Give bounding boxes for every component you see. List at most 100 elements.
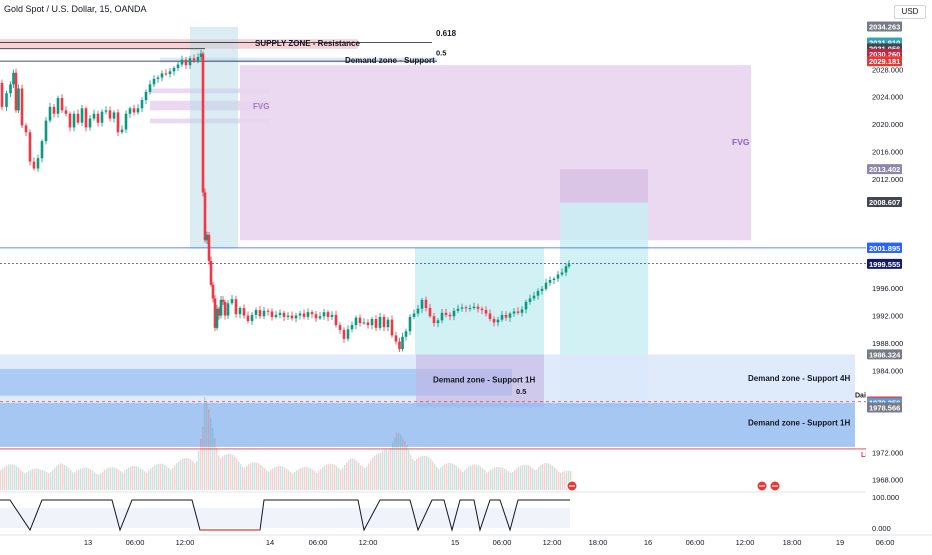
candle-body bbox=[366, 322, 370, 326]
volume-bar bbox=[528, 465, 530, 490]
volume-bar bbox=[494, 467, 496, 490]
volume-bar bbox=[358, 462, 360, 490]
volume-bar bbox=[424, 455, 426, 490]
candle-body bbox=[492, 318, 496, 323]
volume-bar bbox=[130, 466, 132, 490]
volume-bar bbox=[286, 468, 288, 490]
volume-bar bbox=[368, 463, 370, 490]
volume-bar bbox=[198, 450, 200, 490]
volume-bar bbox=[476, 464, 478, 490]
volume-bar bbox=[70, 469, 72, 490]
price-label-text: 1999.555 bbox=[869, 260, 900, 269]
volume-bar bbox=[502, 467, 504, 490]
price-label-box bbox=[867, 349, 902, 360]
volume-bar bbox=[226, 454, 228, 490]
vertical-highlight-1 bbox=[190, 26, 238, 249]
volume-bar bbox=[398, 432, 400, 490]
currency-button[interactable]: USD bbox=[894, 5, 926, 19]
price-label-box bbox=[867, 258, 902, 269]
time-tick-label: 06:00 bbox=[686, 538, 705, 547]
volume-bar bbox=[370, 460, 372, 490]
candle-body bbox=[221, 299, 225, 302]
volume-bar bbox=[136, 466, 138, 490]
candle-body bbox=[358, 317, 362, 324]
volume-bar bbox=[164, 464, 166, 490]
volume-bar bbox=[306, 466, 308, 490]
volume-bar bbox=[380, 452, 382, 490]
candle-body bbox=[148, 84, 152, 92]
candle-body bbox=[564, 266, 568, 273]
price-tick-label: 2024.000 bbox=[872, 93, 903, 102]
candle-body bbox=[394, 335, 398, 342]
candle-body bbox=[560, 272, 564, 275]
volume-bar bbox=[394, 437, 396, 490]
volume-bar bbox=[156, 464, 158, 490]
volume-bar bbox=[444, 464, 446, 490]
volume-bar bbox=[46, 471, 48, 490]
price-tick-label: 1992.000 bbox=[872, 312, 903, 321]
candle-body bbox=[500, 314, 504, 320]
candle-body bbox=[116, 112, 120, 133]
volume-bar bbox=[76, 470, 78, 490]
volume-bar bbox=[514, 470, 516, 490]
candle-body bbox=[354, 317, 358, 326]
volume-bar bbox=[320, 469, 322, 490]
volume-bar bbox=[16, 466, 18, 490]
candle-body bbox=[258, 310, 262, 317]
volume-bar bbox=[124, 470, 126, 490]
candle-body bbox=[192, 58, 196, 61]
volume-bar bbox=[484, 470, 486, 490]
candle-body bbox=[424, 299, 428, 309]
volume-bar bbox=[338, 467, 340, 490]
volume-bar bbox=[470, 465, 472, 490]
volume-bar bbox=[392, 442, 394, 490]
volume-bar bbox=[496, 466, 498, 490]
candle-body bbox=[548, 279, 552, 283]
candle-body bbox=[84, 108, 88, 128]
volume-bar bbox=[60, 463, 62, 490]
candle-body bbox=[164, 73, 168, 75]
price-tick-label: 2028.000 bbox=[872, 65, 903, 74]
candle-body bbox=[567, 264, 571, 267]
volume-bar bbox=[40, 469, 42, 490]
candle-body bbox=[132, 108, 136, 113]
candle-body bbox=[199, 53, 203, 57]
candle-body bbox=[532, 295, 536, 299]
candle-body bbox=[386, 319, 390, 328]
candle-body bbox=[24, 125, 28, 133]
candle-body bbox=[128, 108, 132, 114]
volume-bar bbox=[474, 464, 476, 490]
volume-bar bbox=[48, 473, 50, 490]
price-tick-label: 2012.000 bbox=[872, 175, 903, 184]
volume-bar bbox=[298, 469, 300, 490]
annotation-demand-top-label: Demand zone - Support bbox=[345, 56, 435, 65]
volume-bar bbox=[322, 467, 324, 490]
candle-body bbox=[80, 108, 84, 123]
volume-bar bbox=[536, 469, 538, 490]
candle-body bbox=[156, 77, 160, 79]
candle-body bbox=[512, 311, 516, 314]
volume-bar bbox=[200, 438, 202, 490]
volume-bar bbox=[126, 468, 128, 490]
candle-body bbox=[286, 315, 290, 317]
candle-body bbox=[330, 314, 334, 317]
volume-bar bbox=[416, 458, 418, 490]
candle-body bbox=[460, 307, 464, 309]
volume-bar bbox=[264, 468, 266, 490]
volume-bar bbox=[122, 472, 124, 490]
volume-bar bbox=[204, 396, 206, 490]
volume-bar bbox=[262, 466, 264, 490]
volume-bar bbox=[330, 463, 332, 490]
volume-bar bbox=[148, 470, 150, 490]
volume-bar bbox=[242, 467, 244, 490]
volume-bar bbox=[14, 465, 16, 490]
candle-body bbox=[160, 73, 164, 78]
volume-bar bbox=[404, 441, 406, 490]
volume-bar bbox=[258, 463, 260, 490]
candle-body bbox=[230, 299, 234, 304]
volume-bar bbox=[408, 449, 410, 490]
candle-body bbox=[124, 113, 128, 130]
volume-bar bbox=[238, 461, 240, 490]
